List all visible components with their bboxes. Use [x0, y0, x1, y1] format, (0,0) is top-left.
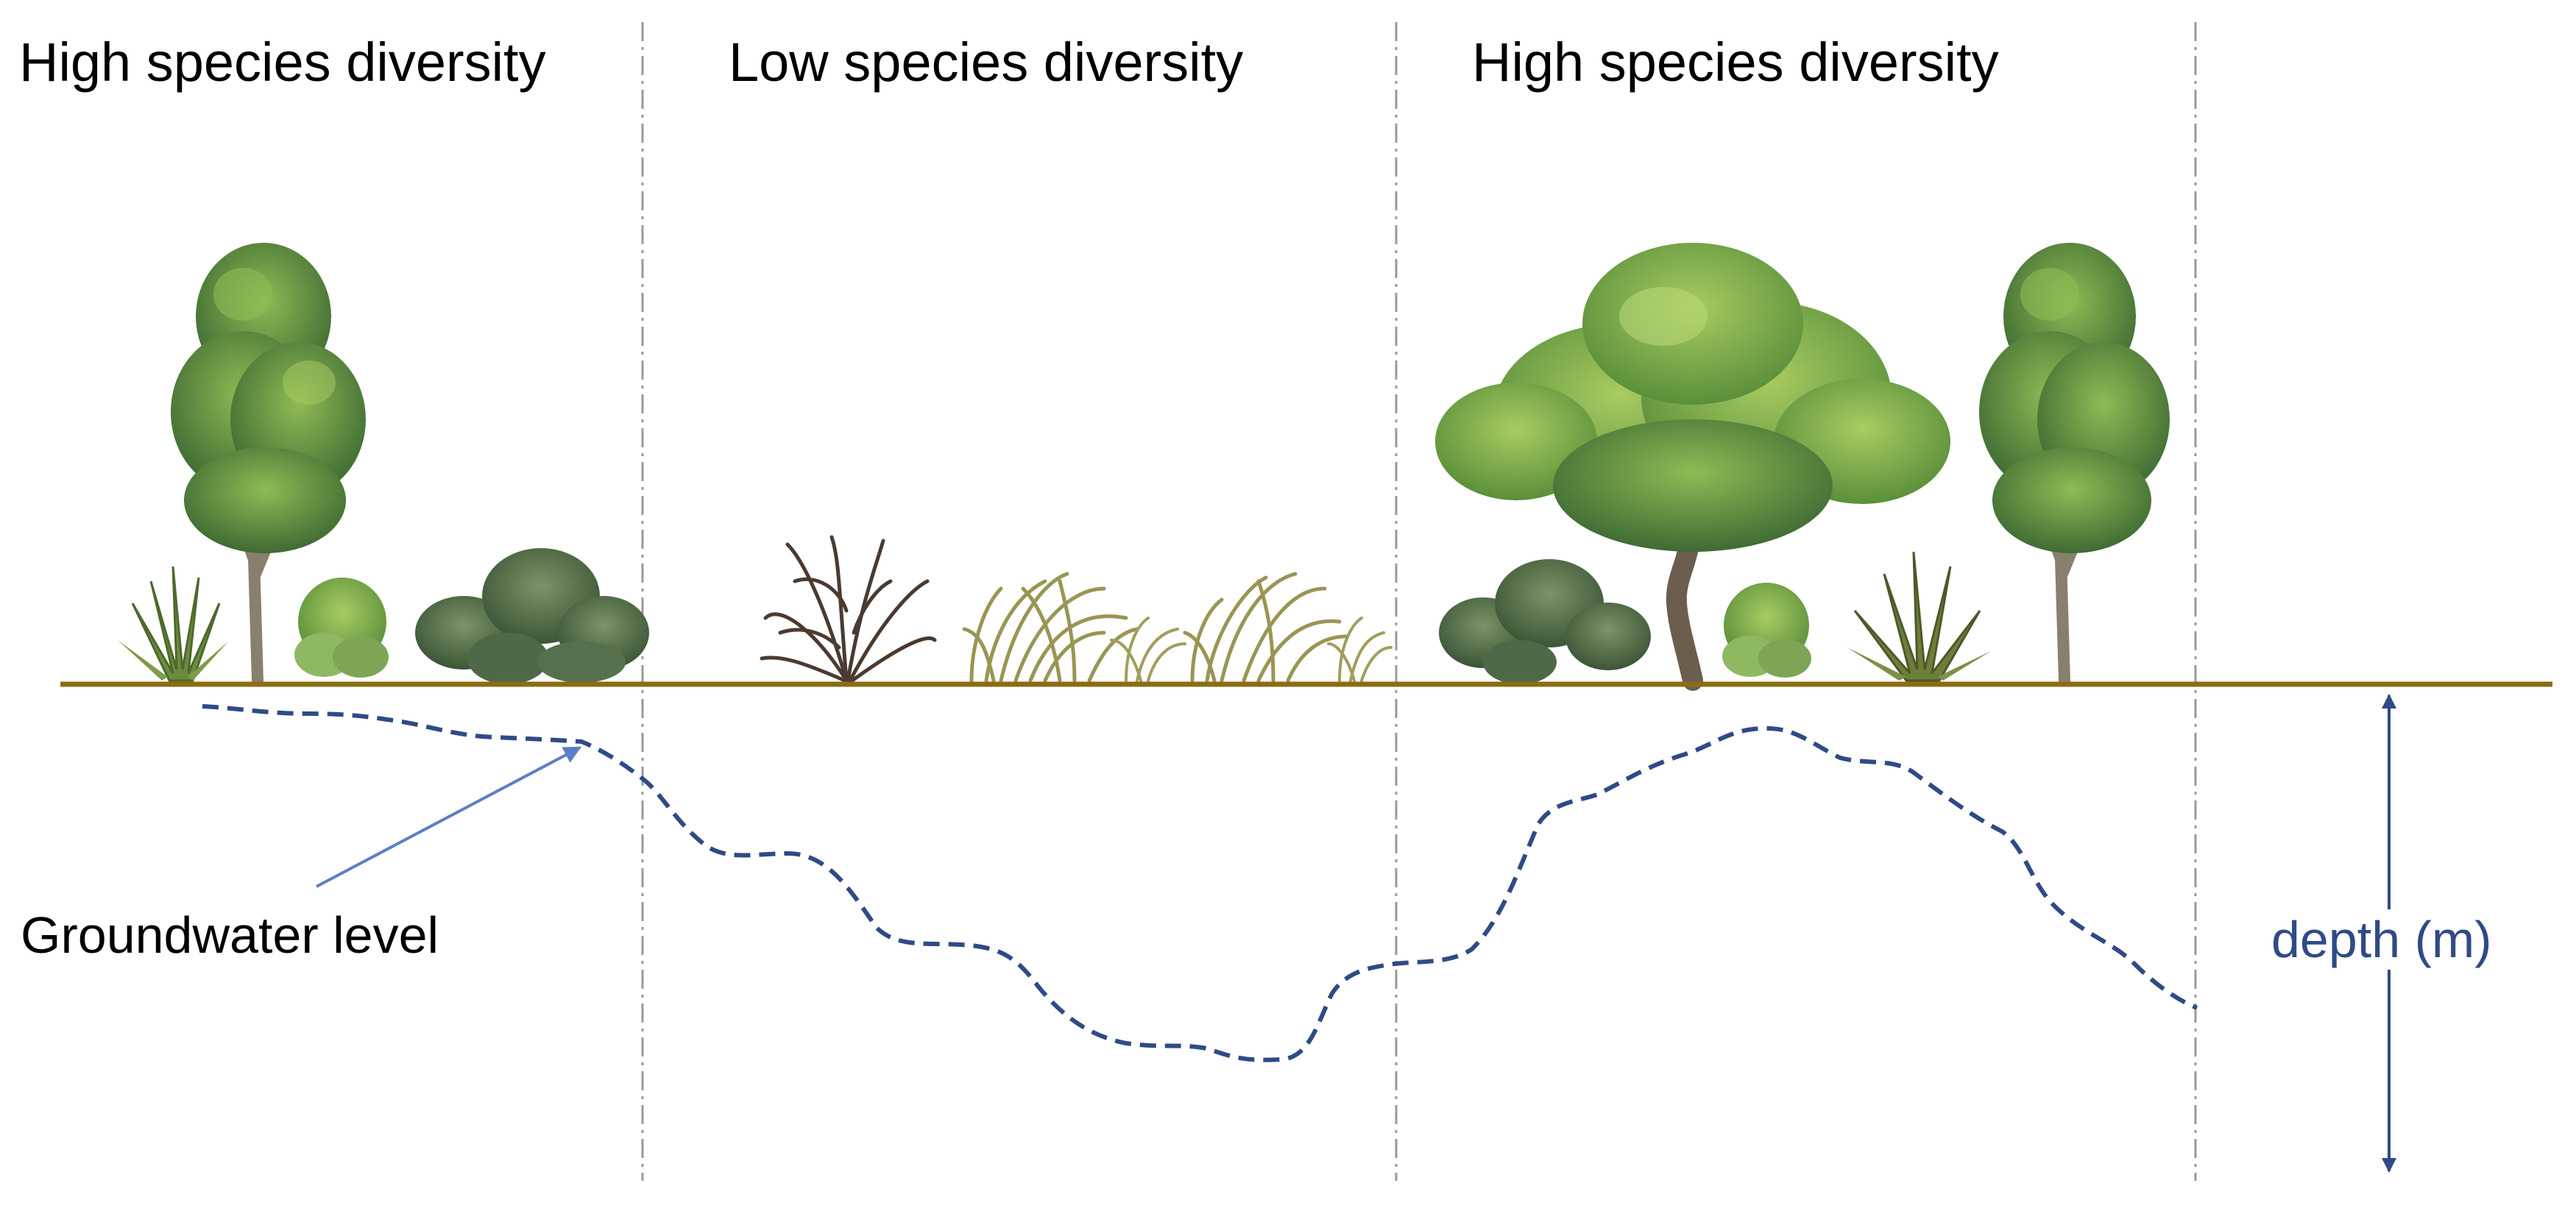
zone-title-high-diversity-left: High species diversity: [19, 32, 546, 93]
dead-shrub-icon: [760, 535, 937, 683]
grass-clump-large-icon: [1183, 572, 1349, 683]
tall-tree-right-icon: [1979, 243, 2170, 686]
groundwater-pointer-arrow: [316, 746, 582, 888]
tall-tree-icon: [171, 243, 366, 686]
small-shrub-icon: [294, 578, 389, 678]
grass-clump-icon: [962, 572, 1139, 683]
broad-tree-icon: [1435, 243, 1950, 691]
grass-tuft-edge-icon: [1327, 617, 1393, 682]
grass-tuft-small-icon: [1110, 617, 1186, 682]
groundwater-level-line: [202, 704, 2198, 1062]
zone-title-low-diversity: Low species diversity: [729, 32, 1244, 93]
depth-axis-label: depth (m): [2268, 909, 2495, 970]
shrub-cluster-right-icon: [1439, 559, 1651, 684]
agave-right-icon: [1847, 551, 1991, 682]
agave-icon: [118, 566, 228, 682]
zone-title-high-diversity-right: High species diversity: [1472, 32, 1999, 93]
groundwater-level-label: Groundwater level: [21, 906, 439, 964]
shrub-cluster-icon: [415, 548, 649, 684]
small-shrub-right-icon: [1722, 583, 1811, 678]
